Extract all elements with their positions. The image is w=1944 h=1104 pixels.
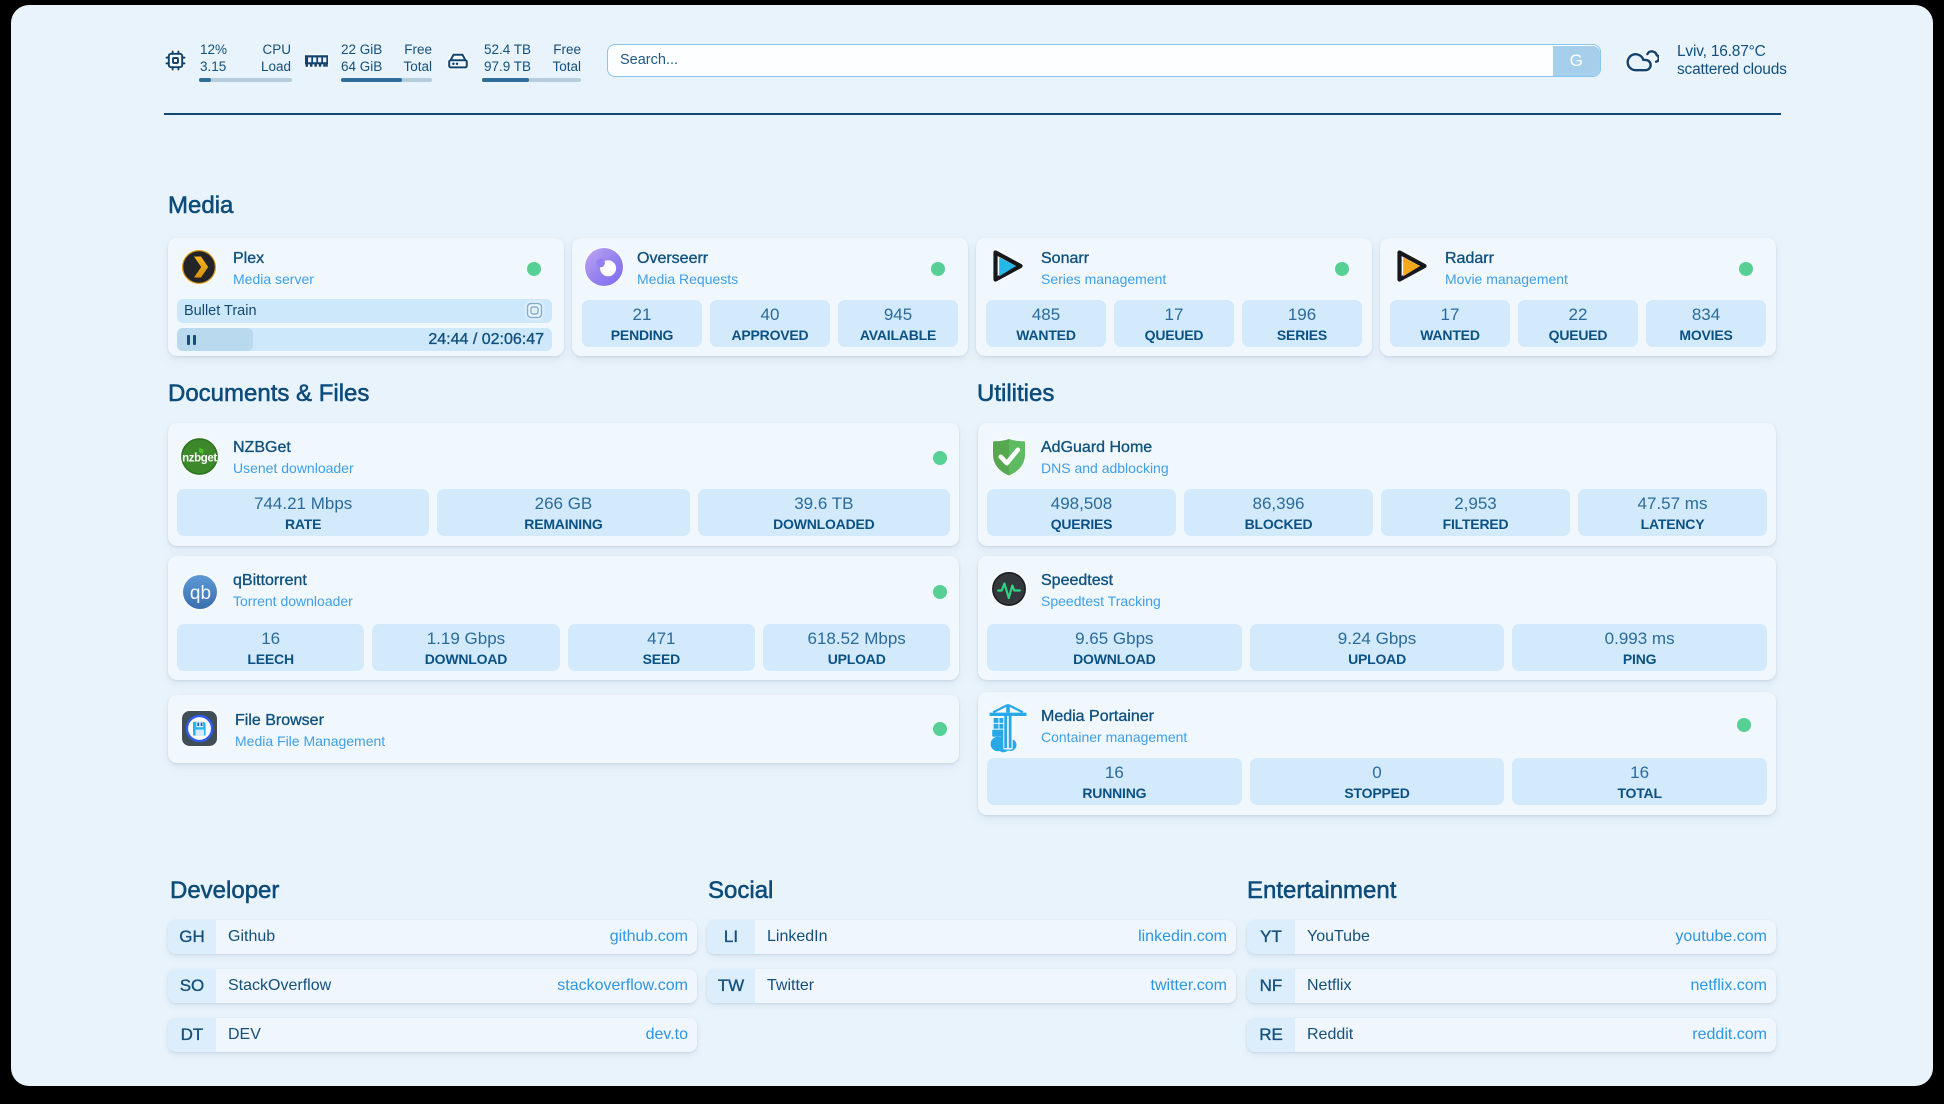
svg-text:qb: qb (190, 583, 211, 604)
svg-text:nzbget: nzbget (182, 453, 217, 465)
